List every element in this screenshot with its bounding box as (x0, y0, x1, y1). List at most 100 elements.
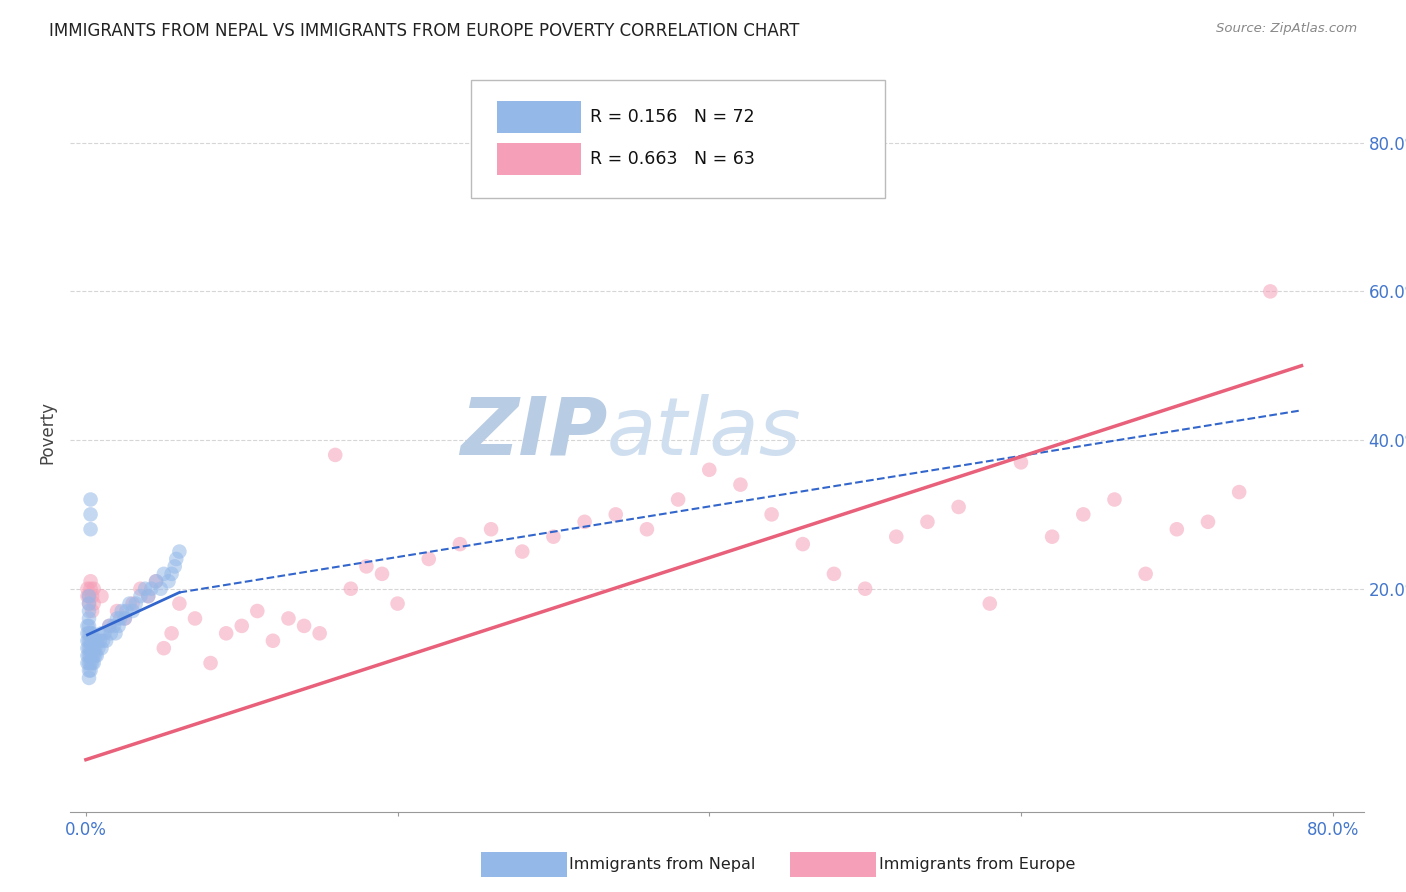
Point (153, 566, 176, 581)
Text: IMMIGRANTS FROM NEPAL VS IMMIGRANTS FROM EUROPE POVERTY CORRELATION CHART: IMMIGRANTS FROM NEPAL VS IMMIGRANTS FROM… (49, 22, 800, 40)
Point (1258, 285, 1281, 299)
Point (83, 582, 105, 596)
Point (76, 619, 98, 633)
Point (145, 574, 167, 589)
Point (84, 641, 107, 656)
Point (76, 641, 98, 656)
Point (163, 559, 186, 574)
Point (884, 530, 907, 544)
Point (853, 582, 876, 596)
Point (129, 582, 152, 596)
Point (77, 671, 100, 685)
Point (1040, 530, 1063, 544)
Point (574, 515, 596, 529)
Point (292, 619, 315, 633)
Point (90, 626, 112, 640)
Point (89, 633, 111, 648)
Point (77, 664, 100, 678)
Point (136, 589, 159, 603)
Point (83, 656, 105, 670)
Point (136, 589, 159, 603)
Point (215, 626, 238, 640)
Text: Immigrants from Nepal: Immigrants from Nepal (569, 857, 756, 871)
Point (82, 641, 104, 656)
Point (105, 611, 128, 625)
Point (79, 633, 101, 648)
Point (323, 448, 346, 462)
Text: ZIP: ZIP (460, 393, 607, 472)
Y-axis label: Poverty: Poverty (38, 401, 56, 464)
Point (543, 530, 565, 544)
Point (82, 604, 104, 618)
Point (105, 604, 128, 618)
Point (165, 552, 187, 566)
Point (184, 611, 207, 625)
Point (83, 633, 105, 648)
Point (82, 633, 104, 648)
Point (98, 619, 121, 633)
Point (79, 641, 101, 656)
Point (449, 537, 471, 551)
Point (160, 566, 183, 581)
Point (141, 582, 163, 596)
Point (79, 656, 101, 670)
Point (1104, 492, 1126, 507)
Point (108, 611, 131, 625)
Point (1135, 566, 1157, 581)
Point (149, 582, 172, 596)
Point (98, 619, 121, 633)
Point (76, 656, 98, 670)
Point (77, 633, 100, 648)
Point (77, 597, 100, 611)
Point (115, 604, 138, 618)
Point (77, 611, 100, 625)
Point (666, 492, 689, 507)
Point (121, 597, 143, 611)
Point (79, 648, 101, 663)
Point (917, 515, 939, 529)
Point (84, 648, 107, 663)
Point (125, 597, 148, 611)
Point (77, 604, 100, 618)
Point (510, 544, 533, 558)
Point (134, 582, 156, 596)
Point (77, 626, 100, 640)
Point (76, 589, 98, 603)
Point (83, 641, 105, 656)
Point (79, 574, 101, 589)
Point (605, 508, 627, 522)
Point (246, 604, 269, 618)
Point (94, 633, 117, 648)
Point (823, 566, 845, 581)
Point (160, 626, 183, 640)
Point (948, 500, 970, 514)
Point (1010, 455, 1032, 469)
Text: R = 0.156   N = 72: R = 0.156 N = 72 (591, 108, 755, 126)
Point (79, 508, 101, 522)
Point (761, 508, 783, 522)
Point (83, 648, 105, 663)
Point (83, 597, 105, 611)
Point (76, 626, 98, 640)
Point (157, 574, 180, 589)
Point (153, 641, 176, 656)
Point (77, 641, 100, 656)
Point (371, 566, 394, 581)
Point (76, 648, 98, 663)
Point (121, 604, 143, 618)
Point (79, 492, 101, 507)
Point (111, 604, 134, 618)
Point (1071, 508, 1094, 522)
Point (86, 633, 108, 648)
Point (91, 633, 114, 648)
Point (90, 641, 112, 656)
Point (231, 619, 253, 633)
Point (730, 477, 752, 491)
Point (79, 664, 101, 678)
Point (93, 626, 115, 640)
Point (77, 656, 100, 670)
Point (129, 589, 152, 603)
Point (356, 559, 378, 574)
Point (90, 589, 112, 603)
Point (636, 522, 658, 536)
